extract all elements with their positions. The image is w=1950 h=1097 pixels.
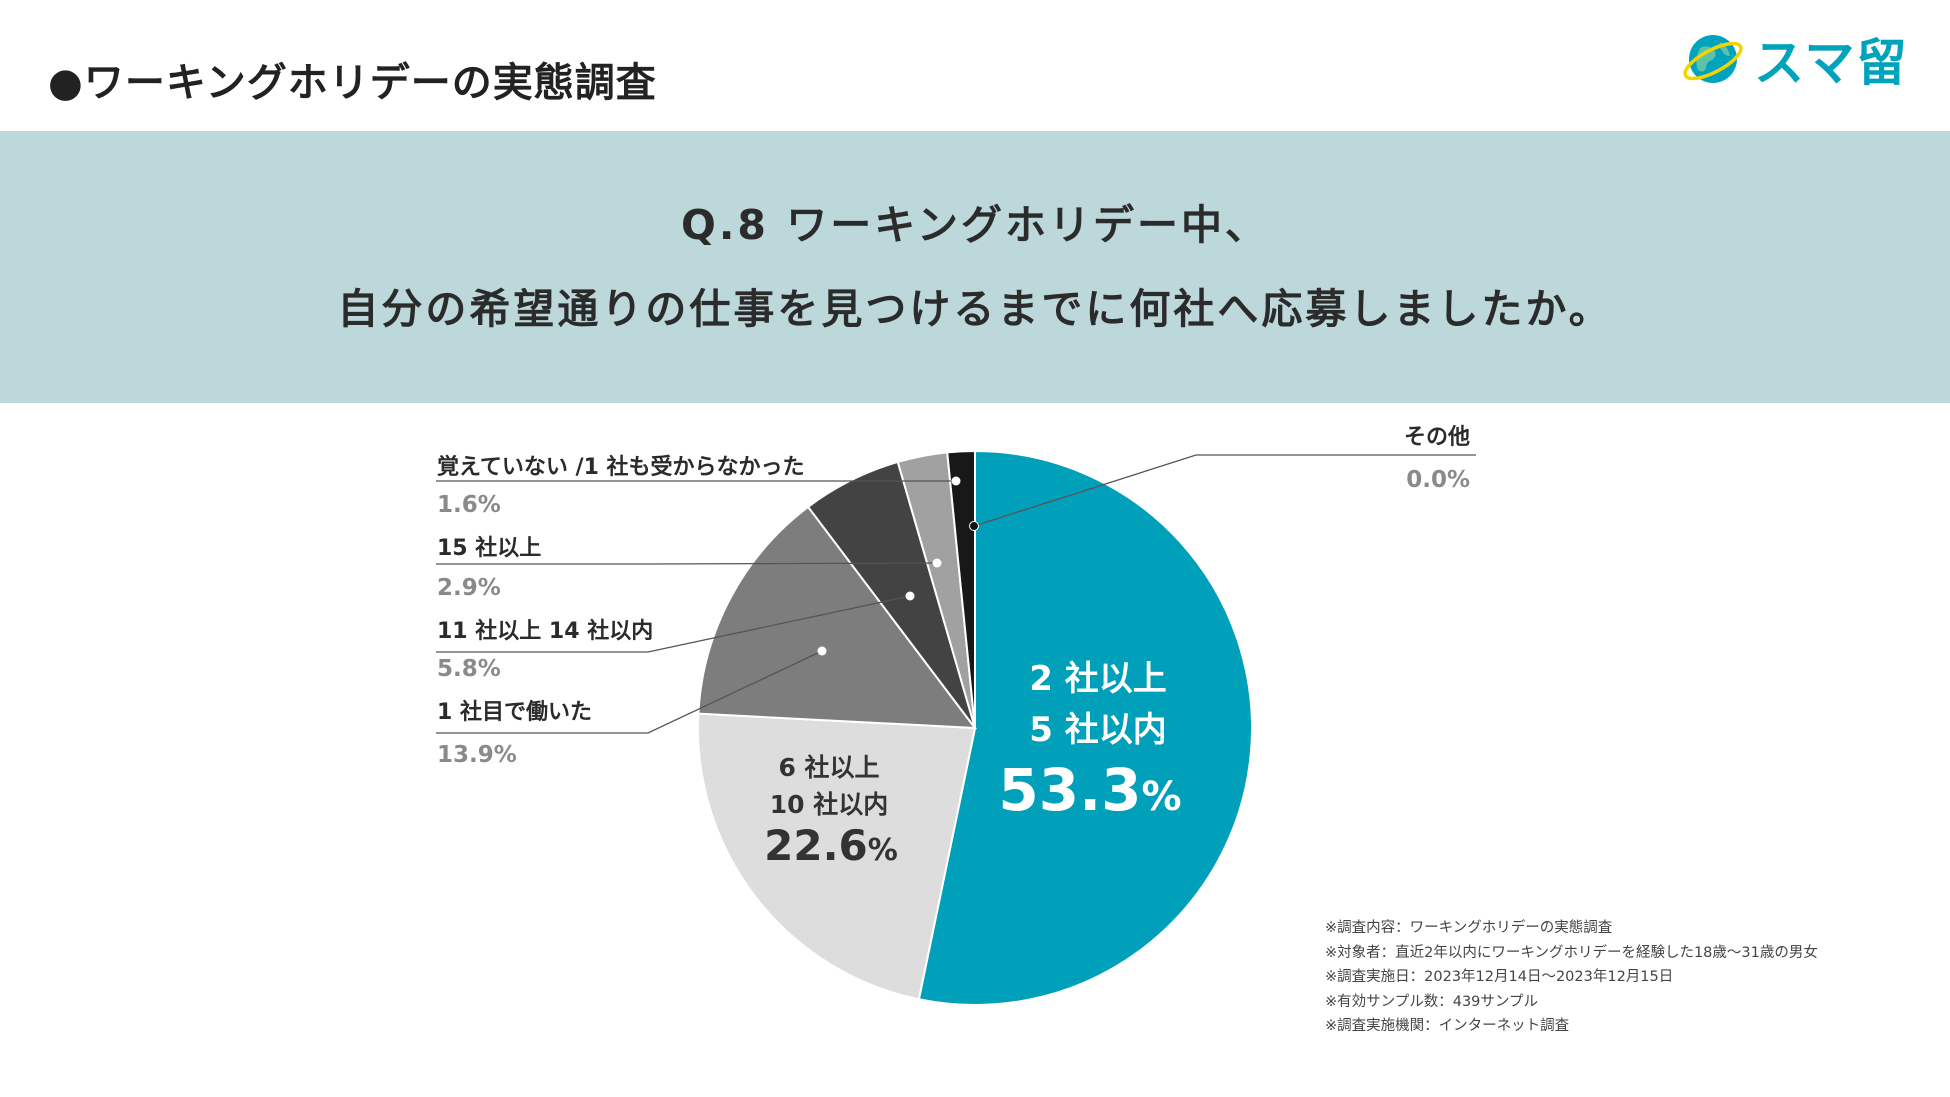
callout-leader-line [973,454,1476,527]
category-label-6社以上: 6 社以上 [778,753,879,782]
category-label-覚えていない-1社も受からなかった: 覚えていない /1 社も受からなかった [437,454,805,480]
callout-dot [905,591,915,601]
category-label-10社以内: 10 社以内 [770,790,889,819]
category-label-1社目で働いた: 1 社目で働いた [437,699,592,725]
logo-text: スマ留 [1754,34,1909,92]
pie-slice-1 [697,712,977,1001]
callout-leader-line [436,595,911,653]
note-line: ※調査実施機関：インターネット調査 [1325,1018,1570,1034]
callout-dot [932,558,942,568]
note-line: ※調査実施日：2023年12月14日〜2023年12月15日 [1325,969,1674,985]
percent-label-large: 53.3% [998,756,1181,824]
brand-logo: スマ留 [1680,26,1909,92]
category-label-5社以内: 5 社以内 [1029,710,1167,750]
question-banner: Q.8 ワーキングホリデー中、 自分の希望通りの仕事を見つけるまでに何社へ応募し… [0,131,1950,403]
page-title: ●ワーキングホリデーの実態調査 [48,60,657,106]
percent-label: 5.8% [437,656,501,682]
question-line-2: 自分の希望通りの仕事を見つけるまでに何社へ応募しましたか。 [337,285,1613,333]
callout-leader-line [436,562,938,565]
callout-leader-line [436,650,823,734]
callouts: 1 社目で働いた 13.9% 11 社以上 14 社以内 5.8% 15 社以上 2.9%… [436,425,1476,768]
category-label-2社以上: 2 社以上 [1029,659,1167,699]
pie-slice-5 [946,449,976,729]
pie-slice-2 [697,505,978,730]
percent-label: 0.0% [1406,467,1470,493]
percent-label: 2.9% [437,575,501,601]
note-line: ※調査内容：ワーキングホリデーの実態調査 [1325,920,1613,936]
pie-slices [697,449,1253,1006]
callout-dot [951,476,961,486]
survey-notes: ※調査内容：ワーキングホリデーの実態調査 ※対象者：直近2年以内にワーキングホリ… [1325,916,1818,1039]
callout-dot [969,521,979,531]
note-line: ※対象者：直近2年以内にワーキングホリデーを経験した18歳〜31歳の男女 [1325,944,1818,961]
note-line: ※有効サンプル数：439サンプル [1325,993,1538,1010]
globe-icon [1683,35,1743,83]
percent-label: 13.9% [437,742,517,768]
callout-dot [817,646,827,656]
category-label-15社以上: 15 社以上 [437,535,541,561]
percent-label: 1.6% [437,492,501,518]
percent-label-large: 22.6% [764,821,898,870]
category-label-その他: その他 [1404,425,1470,450]
category-label-11社以上14社以内: 11 社以上 14 社以内 [437,618,653,644]
question-line-1: Q.8 ワーキングホリデー中、 [681,201,1269,249]
